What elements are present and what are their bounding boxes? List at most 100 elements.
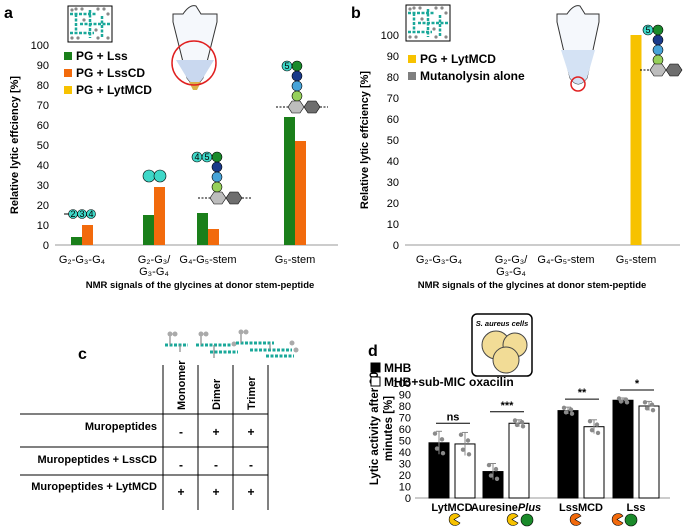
significance-label: *** [501, 400, 515, 412]
y-tick-label: 20 [399, 470, 411, 482]
tube-icon-a [171, 5, 218, 90]
y-tick-label: 30 [399, 459, 411, 471]
y-tick-label: 10 [399, 482, 411, 494]
data-point [440, 450, 446, 456]
x-category-label: G₃-G₄ [496, 266, 526, 278]
legend-label: PG + Lss [76, 49, 128, 63]
y-tick-label: 0 [405, 493, 411, 505]
bar-oxacilin-2 [583, 426, 605, 499]
data-point [650, 407, 656, 413]
x-category-label: G₂-G₃/ [495, 254, 529, 266]
y-tick-label: 60 [399, 424, 411, 436]
svg-text:2: 2 [70, 209, 75, 219]
svg-text:4: 4 [194, 152, 199, 162]
bar-pg-lsscd-1 [154, 187, 165, 245]
dimer-structure-icon [196, 331, 238, 358]
table-column-header: Trimer [246, 376, 258, 410]
bar-pg-lss-2 [197, 213, 208, 245]
panel-b-chart: b 0 10 20 30 40 50 60 70 80 90 100 G₂-G₃-G₄ G₂-G₃/G… [351, 4, 683, 291]
panel-a-chart: a 0 10 20 30 40 50 60 70 80 90 100 G₂-G₃-G₄ G₂-G₃/G… [4, 5, 338, 291]
trimer-structure-icon [236, 329, 299, 358]
y-tick-label: 100 [31, 40, 49, 52]
data-point [589, 427, 595, 433]
y-tick-label: 70 [387, 93, 399, 105]
data-point [460, 447, 466, 452]
data-point [587, 418, 593, 424]
panel-d-letter: d [368, 343, 378, 360]
y-tick-label: 80 [399, 401, 411, 413]
data-point [642, 400, 648, 405]
tube-icon-b [556, 5, 600, 92]
bar-pg-lsscd-3 [295, 141, 306, 245]
y-tick-label: 20 [37, 200, 49, 212]
legend-swatch [64, 86, 72, 94]
svg-text:5: 5 [284, 61, 289, 71]
data-point [439, 437, 445, 442]
y-tick-label: 30 [387, 177, 399, 189]
table-row-label: Muropeptides + LytMCD [31, 481, 157, 493]
y-tick-label: 50 [399, 436, 411, 448]
peptidoglycan-network-icon-b [405, 4, 451, 42]
glycine-marker-g23-a [142, 169, 167, 183]
table-cell: - [214, 458, 218, 472]
y-tick-label: 70 [399, 413, 411, 425]
data-point [514, 422, 520, 428]
y-tick-label: 0 [393, 240, 399, 252]
x-category-label: G₅-stem [616, 254, 657, 266]
bar-oxacilin-1 [508, 422, 530, 499]
legend-label: PG + LytMCD [420, 52, 496, 66]
x-category-label: Lss [627, 502, 646, 514]
y-tick-label: 50 [37, 140, 49, 152]
y-tick-label: 50 [387, 135, 399, 147]
panel-d-y-axis-label: Lytic activity after 30 [369, 372, 381, 485]
lss-domain-icon [611, 513, 638, 527]
x-category-label: LytMCD [431, 502, 472, 514]
cells-box-title: S. aureus cells [476, 319, 529, 328]
y-tick-label: 40 [387, 156, 399, 168]
significance-label: * [635, 378, 640, 390]
x-category-label: LssMCD [559, 502, 603, 514]
legend-label: MHB+sub-MIC oxacilin [384, 375, 514, 389]
legend-swatch [408, 55, 416, 63]
table-row-label: Muropeptides [85, 421, 157, 433]
table-cell: - [249, 458, 253, 472]
highlight-circle-icon-b [570, 76, 586, 92]
svg-text:3: 3 [79, 209, 84, 219]
data-point [595, 430, 601, 436]
y-tick-label: 90 [399, 390, 411, 402]
data-point [486, 462, 492, 468]
monomer-structure-icon [165, 331, 188, 352]
glycine-marker-g5-stem-a: 5 [276, 60, 328, 114]
legend-swatch [408, 72, 416, 80]
panel-b-y-axis-label: Relative lytic effciency [%] [359, 71, 371, 210]
y-tick-label: 40 [37, 160, 49, 172]
y-tick-label: 90 [37, 60, 49, 72]
table-cell: + [212, 425, 219, 439]
data-point [488, 473, 494, 478]
data-point [569, 411, 575, 416]
y-tick-label: 70 [37, 100, 49, 112]
legend-label: Mutanolysin alone [420, 69, 525, 83]
data-point [561, 405, 567, 411]
x-category-label: G₂-G₃-G₄ [416, 254, 463, 266]
highlight-circle-icon [171, 40, 217, 86]
table-cell: - [179, 458, 183, 472]
y-tick-label: 100 [393, 378, 411, 390]
x-category-label: G₂-G₃/ [138, 254, 172, 266]
x-category-label: G₂-G₃-G₄ [59, 254, 106, 266]
lssmcd-domain-icon [569, 513, 582, 526]
panel-b-x-axis-label: NMR signals of the glycines at donor ste… [418, 280, 647, 291]
data-point [519, 420, 525, 425]
y-tick-label: 0 [43, 240, 49, 252]
panel-d-chart: d S. aureus cells 0102030405060708090100… [368, 313, 670, 527]
y-tick-label: 40 [399, 447, 411, 459]
x-category-label: G₃-G₄ [139, 266, 169, 278]
table-column-header: Monomer [176, 360, 188, 410]
legend-label: PG + LytMCD [76, 83, 152, 97]
significance-label: ** [578, 387, 587, 399]
bar-mhb-2 [557, 410, 579, 499]
y-tick-label: 20 [387, 198, 399, 210]
y-tick-label: 10 [387, 219, 399, 231]
x-category-label: AuresinePlus [471, 502, 541, 514]
